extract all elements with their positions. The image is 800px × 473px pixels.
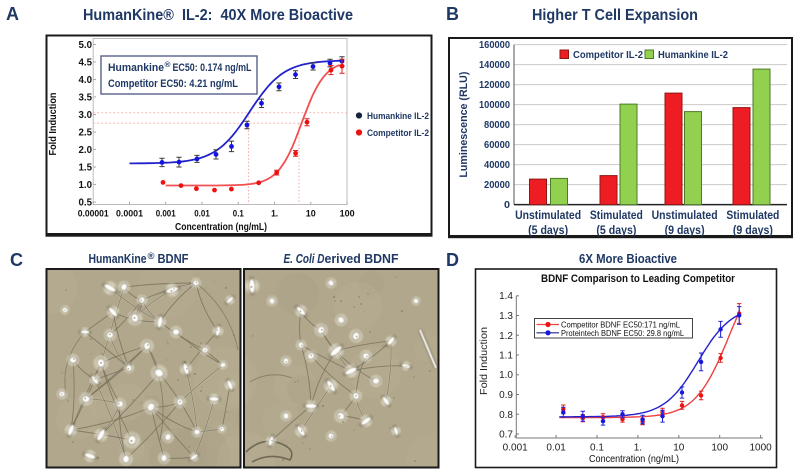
svg-text:1.2: 1.2 (499, 331, 513, 342)
svg-text:Unstimulated: Unstimulated (652, 208, 718, 222)
svg-text:(5 days): (5 days) (596, 223, 636, 237)
svg-text:Concentration (ng/mL): Concentration (ng/mL) (589, 453, 679, 465)
svg-text:(9 days): (9 days) (665, 223, 705, 237)
svg-text:3.0: 3.0 (79, 110, 93, 121)
svg-text:Stimulated: Stimulated (726, 208, 779, 222)
svg-text:BDNF: BDNF (158, 251, 189, 266)
svg-text:0.00001: 0.00001 (78, 209, 110, 220)
svg-text:100000: 100000 (479, 100, 510, 111)
svg-text:0.01: 0.01 (194, 209, 210, 220)
svg-text:EC50: 0.174 ng/mL: EC50: 0.174 ng/mL (173, 62, 252, 74)
svg-text:10: 10 (306, 209, 316, 220)
svg-text:C: C (10, 250, 23, 270)
svg-text:0.1: 0.1 (590, 443, 604, 454)
svg-text:BDNF Comparison to Leading Com: BDNF Comparison to Leading Competitor (541, 273, 736, 285)
svg-text:0.5: 0.5 (79, 198, 93, 209)
svg-text:0.8: 0.8 (499, 410, 513, 421)
svg-text:0.001: 0.001 (503, 443, 528, 454)
svg-text:Concentration (ng/mL): Concentration (ng/mL) (175, 222, 267, 233)
svg-text:2.5: 2.5 (79, 128, 93, 139)
svg-text:Proteintech BDNF EC50: 29.8 ng: Proteintech BDNF EC50: 29.8 ng/mL (561, 328, 684, 338)
svg-text:Stimulated: Stimulated (590, 208, 643, 222)
svg-text:6X More Bioactive: 6X More Bioactive (579, 251, 677, 266)
svg-text:80000: 80000 (484, 120, 510, 131)
svg-text:Fold Induction: Fold Induction (48, 93, 59, 156)
svg-text:10: 10 (673, 443, 685, 454)
svg-text:0.001: 0.001 (156, 209, 177, 220)
svg-text:120000: 120000 (479, 80, 510, 91)
svg-text:140000: 140000 (479, 60, 510, 71)
svg-text:Fold Induction: Fold Induction (478, 327, 490, 395)
svg-text:E. Coli D: E. Coli D (284, 251, 325, 266)
svg-text:0.7: 0.7 (499, 430, 513, 441)
svg-text:Competitor BDNF EC50:171 ng/mL: Competitor BDNF EC50:171 ng/mL (561, 320, 680, 330)
svg-text:Luminescence (RLU): Luminescence (RLU) (458, 71, 470, 177)
svg-text:erived BDNF: erived BDNF (325, 251, 399, 266)
svg-text:0: 0 (504, 200, 510, 211)
svg-text:100: 100 (711, 443, 728, 454)
svg-text:1.: 1. (271, 209, 278, 220)
svg-text:0.01: 0.01 (546, 443, 566, 454)
svg-text:1.: 1. (634, 443, 642, 454)
svg-text:®: ® (165, 60, 172, 69)
svg-text:160000: 160000 (479, 40, 510, 51)
svg-text:60000: 60000 (484, 140, 510, 151)
svg-text:A: A (6, 4, 19, 24)
svg-text:®: ® (148, 251, 155, 261)
svg-text:Unstimulated: Unstimulated (515, 208, 581, 222)
svg-text:1.0: 1.0 (499, 370, 513, 381)
svg-text:0.1: 0.1 (233, 209, 245, 220)
svg-text:2.0: 2.0 (79, 145, 93, 156)
svg-text:Humankine IL-2: Humankine IL-2 (367, 111, 429, 122)
svg-text:Humankine IL-2: Humankine IL-2 (658, 50, 728, 61)
svg-text:5.0: 5.0 (79, 40, 93, 51)
svg-text:Higher T Cell Expansion: Higher T Cell Expansion (532, 7, 698, 24)
svg-text:40000: 40000 (484, 160, 510, 171)
svg-text:100: 100 (340, 209, 355, 220)
svg-text:0.9: 0.9 (499, 390, 513, 401)
svg-text:4.5: 4.5 (79, 58, 93, 69)
svg-text:HumanKine® IL-2: 40X More Bi: HumanKine® IL-2: 40X More Bioactive (83, 7, 353, 24)
svg-text:1.4: 1.4 (499, 291, 513, 302)
svg-text:1.0: 1.0 (79, 180, 93, 191)
svg-text:1.1: 1.1 (499, 351, 513, 362)
svg-text:4.0: 4.0 (79, 75, 93, 86)
svg-text:1000: 1000 (749, 443, 772, 454)
svg-text:1.3: 1.3 (499, 311, 513, 322)
svg-text:20000: 20000 (484, 180, 510, 191)
svg-text:Competitor IL-2: Competitor IL-2 (367, 128, 429, 139)
svg-text:Competitor IL-2: Competitor IL-2 (573, 50, 643, 61)
svg-text:Humankine: Humankine (108, 62, 164, 74)
svg-text:1.5: 1.5 (79, 163, 93, 174)
svg-text:(9 days): (9 days) (733, 223, 773, 237)
svg-text:HumanKine: HumanKine (89, 251, 147, 266)
svg-text:Competitor EC50: 4.21 ng/mL: Competitor EC50: 4.21 ng/mL (108, 78, 238, 90)
svg-text:B: B (446, 4, 459, 24)
svg-text:3.5: 3.5 (79, 93, 93, 104)
svg-text:(5 days): (5 days) (528, 223, 568, 237)
svg-text:D: D (446, 250, 459, 270)
svg-text:0.0001: 0.0001 (116, 209, 144, 220)
